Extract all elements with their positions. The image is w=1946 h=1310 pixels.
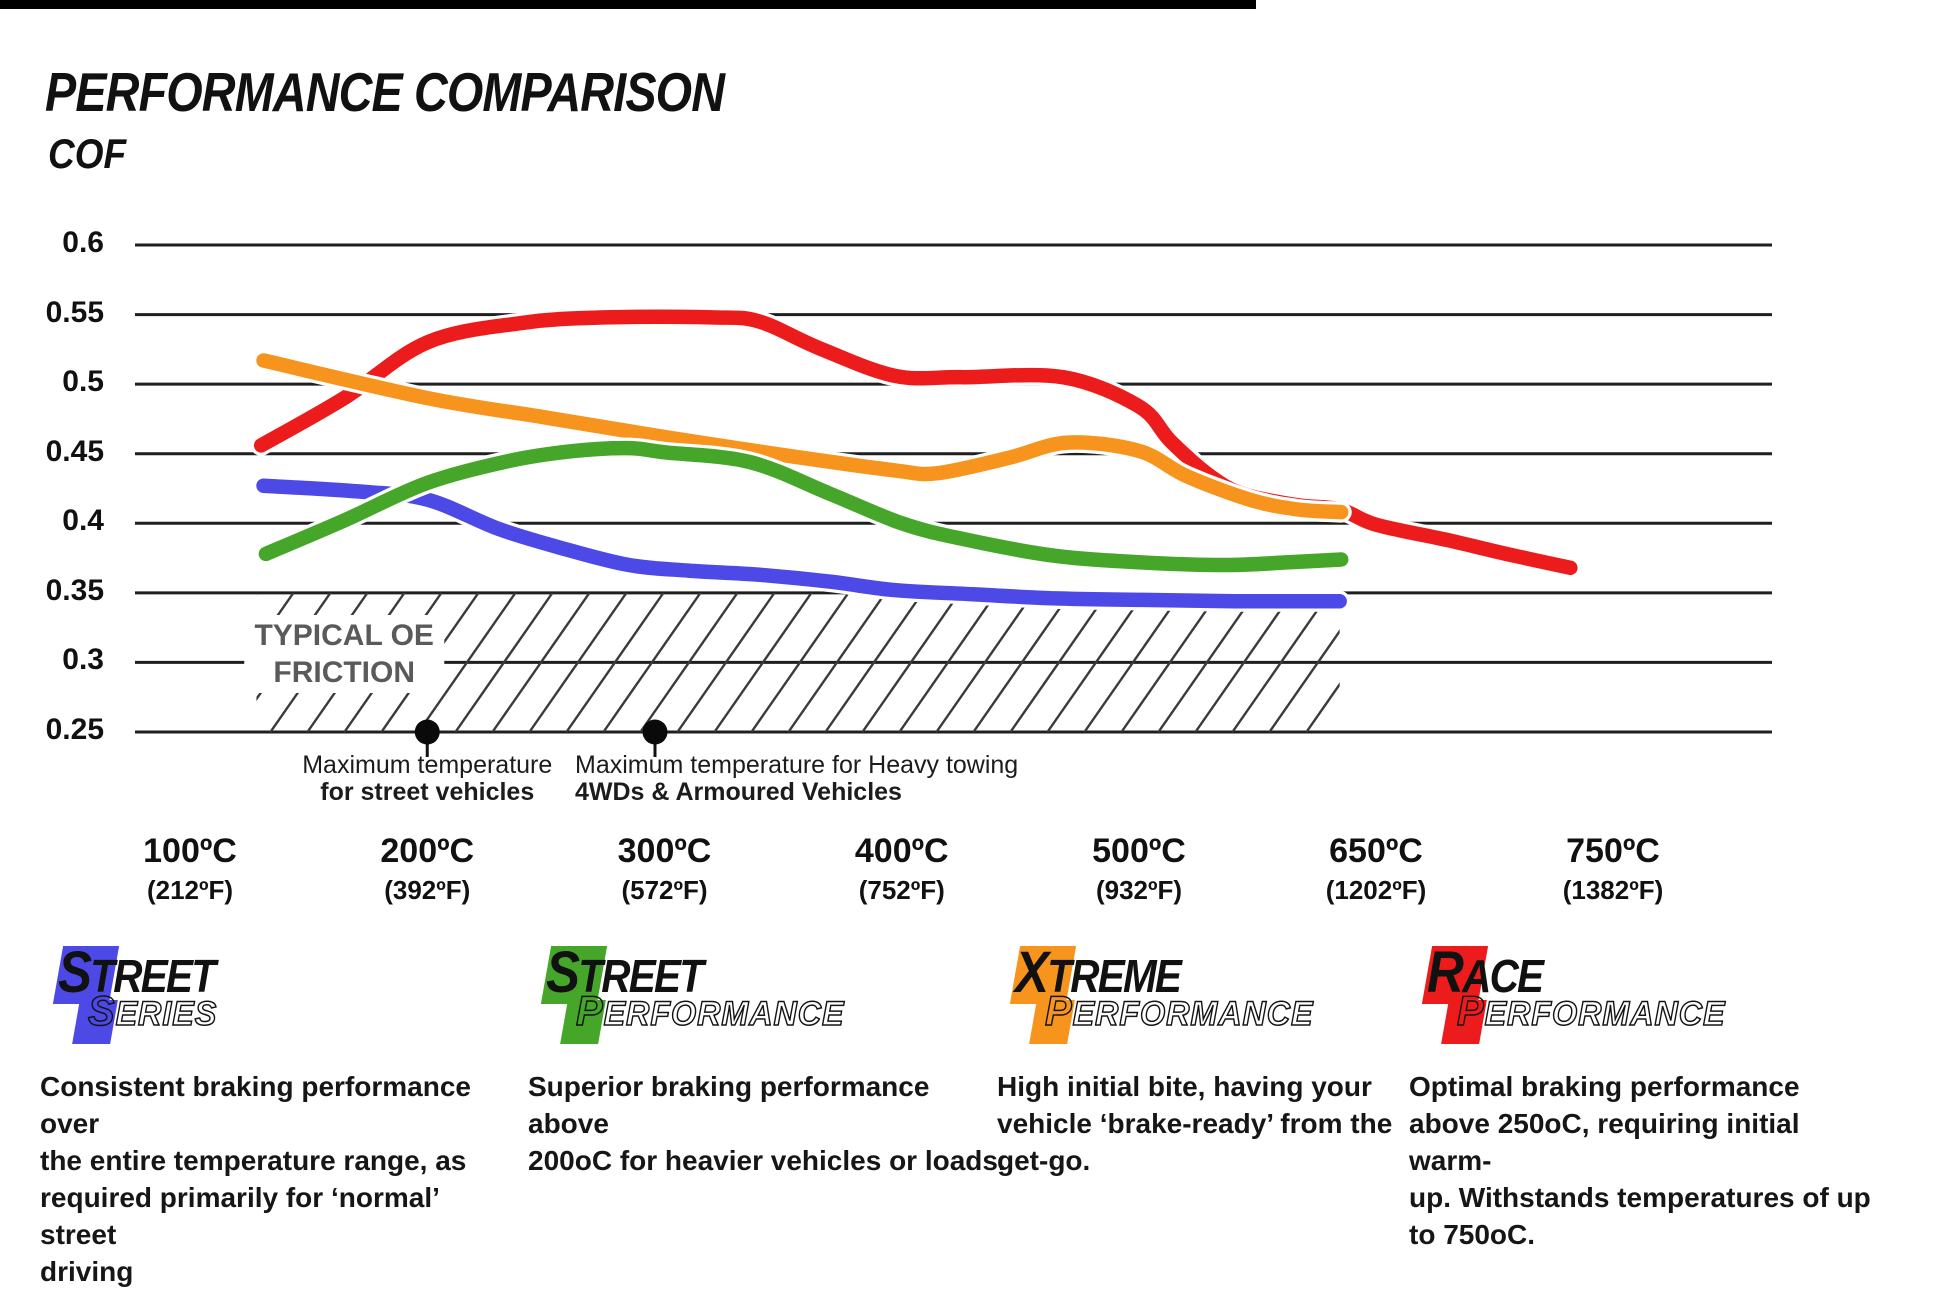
logo-line1: XTREME	[1015, 940, 1182, 1005]
legend-description: Optimal braking performance above 250oC,…	[1409, 1071, 1871, 1250]
race-performance-logo: RACE PERFORMANCE	[1421, 940, 1889, 1048]
y-tick-label: 0.4	[62, 504, 104, 538]
marker-annotation-line1: Maximum temperature for Heavy towing	[575, 751, 1019, 779]
x-tick-label: 200ºC (392ºF)	[380, 832, 474, 906]
x-tick-label: 650ºC (1202ºF)	[1326, 832, 1427, 906]
max-temperature-dot	[414, 719, 440, 745]
legend-item-xtreme-performance: XTREME PERFORMANCE High initial bite, ha…	[997, 944, 1477, 1179]
band-label-line2: FRICTION	[273, 656, 416, 690]
x-tick-fahrenheit: (1382ºF)	[1562, 875, 1664, 905]
marker-annotation-line1: Maximum temperature	[302, 751, 553, 779]
series-xtreme-performance	[253, 349, 1352, 523]
marker-annotation: Maximum temperature for street vehicles	[302, 752, 552, 806]
xtreme-performance-logo: XTREME PERFORMANCE	[1009, 940, 1477, 1048]
oe-friction-hatch-band	[256, 592, 1340, 732]
legend-description: High initial bite, having your vehicle ‘…	[997, 1071, 1393, 1176]
legend-description: Superior braking performance above 200oC…	[528, 1071, 1006, 1176]
y-tick-label: 0.5	[62, 365, 104, 399]
marker-annotation: Maximum temperature for Heavy towing 4WDs…	[575, 752, 1018, 806]
x-tick-label: 750ºC (1382ºF)	[1563, 832, 1664, 906]
logo-line2: PERFORMANCE	[575, 987, 845, 1034]
y-tick-label: 0.45	[45, 434, 104, 468]
band-label-line1: TYPICAL OE	[254, 619, 434, 653]
x-tick-label: 100ºC (212ºF)	[143, 832, 237, 906]
y-axis-title: COF	[48, 130, 127, 177]
street-performance-logo: STREET PERFORMANCE	[540, 940, 1008, 1048]
marker-annotation-line2: 4WDs & Armoured Vehicles	[575, 778, 902, 806]
logo-line1: STREET	[546, 940, 704, 1005]
x-tick-celsius: 100ºC	[143, 832, 237, 870]
logo-line2: PERFORMANCE	[1456, 987, 1726, 1034]
x-tick-celsius: 300ºC	[617, 832, 712, 870]
y-tick-label: 0.55	[45, 295, 104, 329]
x-tick-celsius: 750ºC	[1566, 832, 1660, 870]
logo-line1: RACE	[1427, 940, 1544, 1005]
x-tick-celsius: 500ºC	[1092, 832, 1186, 870]
legend-item-race-performance: RACE PERFORMANCE Optimal braking perform…	[1409, 944, 1889, 1253]
x-tick-fahrenheit: (932ºF)	[1095, 875, 1183, 905]
x-tick-fahrenheit: (212ºF)	[146, 875, 234, 905]
page-title: PERFORMANCE COMPARISON	[45, 61, 725, 123]
x-tick-celsius: 400ºC	[854, 832, 949, 870]
x-tick-label: 300ºC (572ºF)	[618, 832, 712, 906]
logo-line2: PERFORMANCE	[1044, 987, 1314, 1034]
logo-line2: SERIES	[87, 987, 218, 1034]
y-tick-label: 0.25	[45, 713, 104, 746]
series-race-performance	[250, 306, 1581, 579]
x-tick-fahrenheit: (572ºF)	[621, 875, 708, 905]
legend-description: Consistent braking performance over the …	[40, 1071, 471, 1287]
series-street-series	[253, 475, 1351, 612]
y-tick-label: 0.6	[62, 226, 104, 259]
y-tick-label: 0.35	[45, 573, 104, 607]
x-tick-label: 400ºC (752ºF)	[855, 832, 949, 906]
x-tick-fahrenheit: (392ºF)	[384, 875, 471, 905]
x-tick-celsius: 650ºC	[1329, 832, 1423, 870]
logo-line1: STREET	[58, 940, 216, 1005]
top-border-bar	[0, 0, 1256, 9]
x-tick-label: 500ºC (932ºF)	[1092, 832, 1186, 906]
series-street-performance	[255, 437, 1352, 576]
band-label: TYPICAL OE FRICTION	[244, 615, 444, 694]
legend-item-street-series: STREET SERIES Consistent braking perform…	[40, 944, 520, 1290]
street-series-logo: STREET SERIES	[52, 940, 520, 1048]
y-tick-label: 0.3	[62, 643, 104, 677]
x-tick-fahrenheit: (752ºF)	[858, 875, 945, 905]
legend: STREET SERIES Consistent braking perform…	[0, 944, 1946, 1304]
marker-annotation-line2: for street vehicles	[320, 778, 535, 806]
max-temperature-dot	[642, 719, 668, 745]
legend-item-street-performance: STREET PERFORMANCE Superior braking perf…	[528, 944, 1008, 1179]
x-tick-fahrenheit: (1202ºF)	[1325, 875, 1427, 905]
x-tick-celsius: 200ºC	[380, 832, 475, 870]
